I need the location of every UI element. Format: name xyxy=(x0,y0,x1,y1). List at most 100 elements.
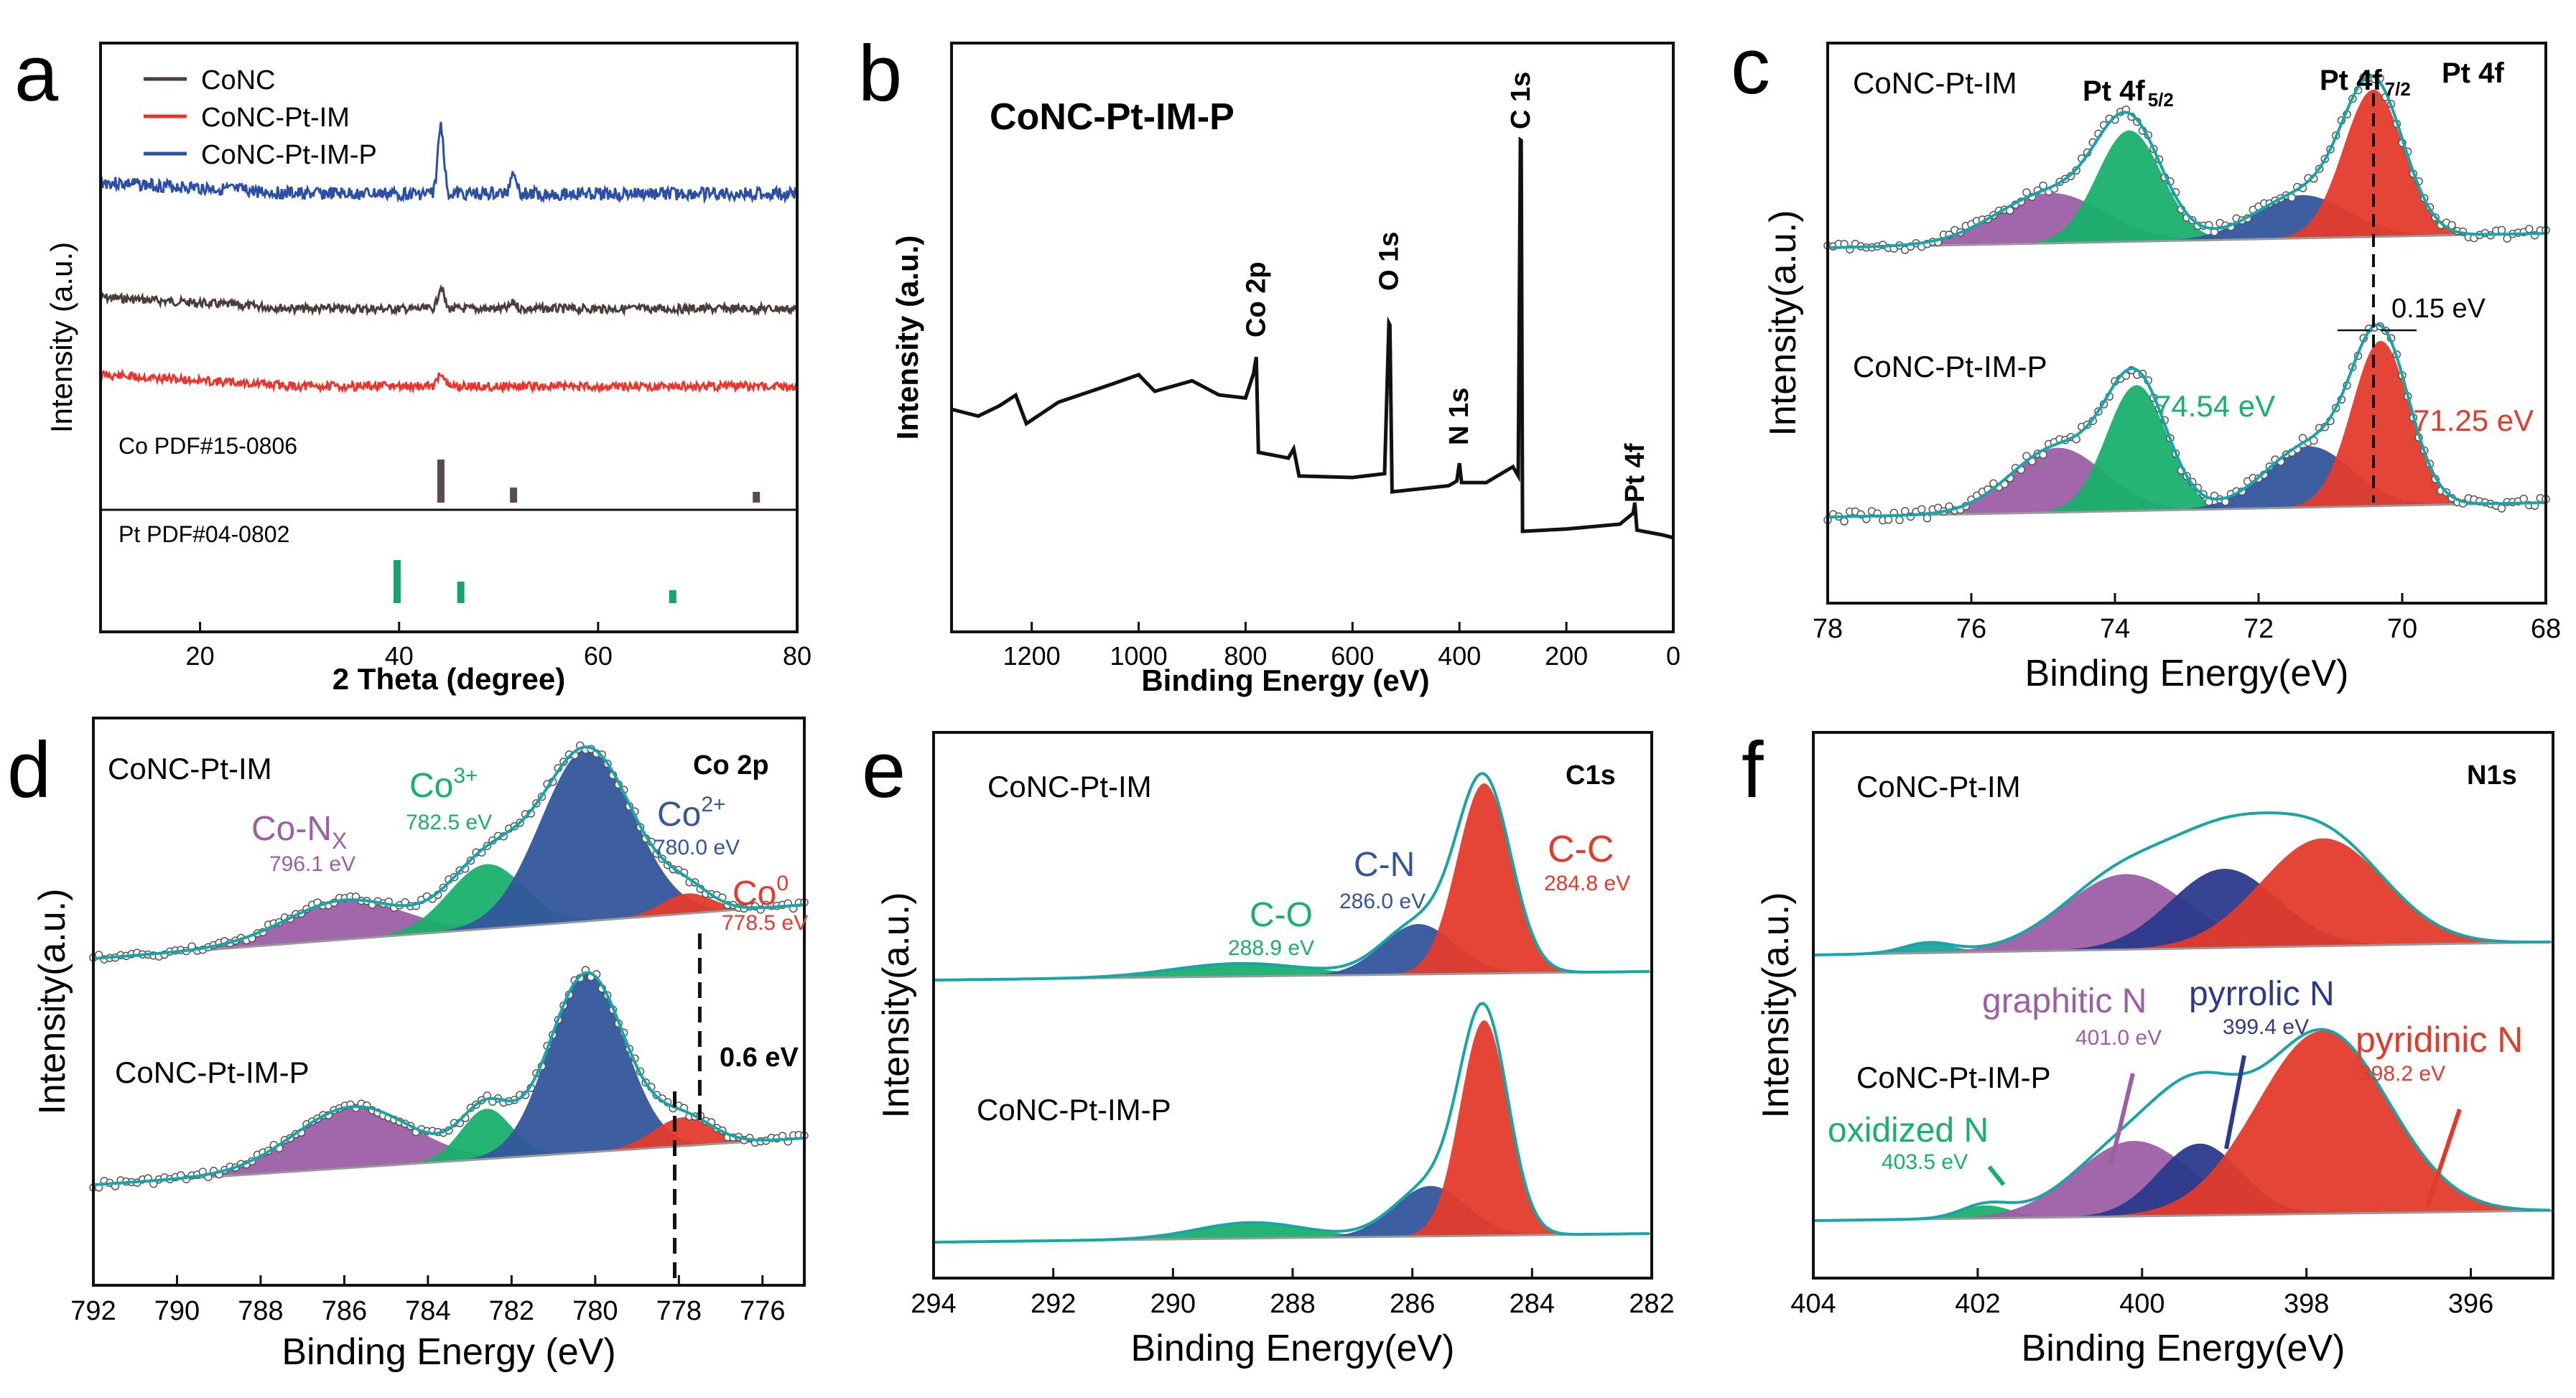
species-energy-graphitic: 401.0 eV xyxy=(2075,1026,2162,1050)
panel-f-envelope-0 xyxy=(1813,811,2550,956)
panel-b-annotations: Co 2p O 1s N 1s C 1s Pt 4f xyxy=(1241,72,1650,503)
panel-e-ticklabel-2: 290 xyxy=(1150,1289,1196,1319)
panel-e-frame xyxy=(932,731,1653,1280)
ref-bar-1-1 xyxy=(457,582,465,603)
panel-c-sample-top: CoNC-Pt-IM xyxy=(1853,66,2017,100)
panel-f: f CoNC-Pt-IM CoNC-Pt-IM-P N1s oxidized N… xyxy=(1742,726,2554,1369)
panel-c-point xyxy=(2497,225,2506,235)
panel-d-ticklabel-5: 782 xyxy=(489,1296,534,1326)
panel-d-ticklabel-3: 786 xyxy=(322,1296,367,1326)
species-energy-oxidized: 403.5 eV xyxy=(1882,1150,1968,1174)
panel-c-ticklabel-3: 72 xyxy=(2243,614,2274,644)
species-label-co: C-O xyxy=(1250,896,1313,934)
species-label-co0: Co0 xyxy=(733,872,789,913)
panel-f-ticklabel-0: 404 xyxy=(1790,1289,1836,1319)
ref-bar-0-0 xyxy=(437,460,445,503)
panel-f-envelope-1 xyxy=(1813,1027,2550,1222)
species-energy-cn: 286.0 eV xyxy=(1339,890,1426,913)
panel-c-ylabel: Intensity(a.u.) xyxy=(1762,210,1804,436)
panel-d-xlabel: Binding Energy (eV) xyxy=(282,1331,615,1373)
species-label-oxidized: oxidized N xyxy=(1828,1112,1989,1150)
panel-f-pointer-arrow-3 xyxy=(2425,1109,2462,1207)
species-energy-co2: 780.0 eV xyxy=(654,836,740,859)
panel-e-xticks: 294 292 290 288 286 284 282 xyxy=(911,1268,1675,1319)
panel-c-point xyxy=(1917,505,1926,513)
legend-label-im: CoNC-Pt-IM xyxy=(201,103,350,133)
species-label-graphitic: graphitic N xyxy=(1982,982,2147,1020)
panel-f-pointer-arrow-0 xyxy=(1987,1165,2006,1186)
panel-letter-d: d xyxy=(7,726,51,814)
panel-letter-e: e xyxy=(862,726,906,814)
panel-f-xlabel: Binding Energy(eV) xyxy=(2022,1328,2345,1369)
panel-d-ticklabel-2: 788 xyxy=(238,1296,283,1326)
panel-a: a CoNC CoNC-Pt-IM CoNC-Pt-IM-P Co PDF#15… xyxy=(14,29,812,696)
panel-a-ticklabel-0: 20 xyxy=(186,641,215,671)
panel-a-ticklabel-1: 40 xyxy=(385,641,414,671)
panel-c-comp-1-1 xyxy=(2040,385,2233,513)
panel-f-pointer-arrow-1 xyxy=(2109,1073,2135,1164)
panel-c-green-energy: 74.54 eV xyxy=(2154,389,2275,423)
panel-a-ticklabel-3: 80 xyxy=(783,641,812,671)
panel-c-sample-bottom: CoNC-Pt-IM-P xyxy=(1853,350,2047,383)
species-energy-co: 288.9 eV xyxy=(1228,936,1314,960)
ref-bar-1-0 xyxy=(393,560,401,603)
species-label-co2: Co2+ xyxy=(657,793,726,834)
panel-b-xticks: 1200 1000 800 600 400 200 0 xyxy=(1003,622,1680,671)
panel-c-envelope-0 xyxy=(1827,74,2547,249)
panel-c-fills xyxy=(1823,73,2550,526)
legend-label-imp: CoNC-Pt-IM-P xyxy=(201,140,377,170)
panel-f-fills xyxy=(1813,811,2554,1222)
survey-spectrum-line xyxy=(951,136,1674,540)
panel-e-comp-0-2 xyxy=(1398,783,1571,975)
panel-d-ticklabel-4: 784 xyxy=(405,1296,450,1326)
panel-letter-a: a xyxy=(14,29,59,118)
species-energy-co3: 782.5 eV xyxy=(406,811,492,834)
panel-e-ticklabel-3: 288 xyxy=(1270,1289,1315,1319)
panel-b-xlabel: Binding Energy (eV) xyxy=(1141,663,1429,697)
panel-d-ylabel: Intensity(a.u.) xyxy=(32,888,73,1114)
panel-c-ticklabel-0: 78 xyxy=(1813,614,1843,644)
panel-e-comp-1-2 xyxy=(1408,1020,1561,1237)
panel-b-title: CoNC-Pt-IM-P xyxy=(990,96,1234,138)
species-energy-con: 796.1 eV xyxy=(269,852,355,876)
panel-b: b CoNC-Pt-IM-P Co 2p O 1s N 1s C 1s Pt 4f 12… xyxy=(858,29,1680,697)
species-label-cc: C-C xyxy=(1548,829,1614,870)
panel-f-ticklabel-1: 402 xyxy=(1955,1289,2000,1319)
panel-d-envelope-1 xyxy=(93,971,805,1186)
panel-a-xlabel: 2 Theta (degree) xyxy=(333,662,565,696)
panel-e-envelope-1 xyxy=(934,1002,1650,1244)
panel-f-frame xyxy=(1812,731,2554,1280)
panel-c-baseline-1 xyxy=(1827,501,2547,518)
panel-a-ref-bars xyxy=(393,460,761,603)
species-energy-co0: 778.5 eV xyxy=(722,911,808,935)
species-energy-cc: 284.8 eV xyxy=(1544,872,1630,895)
panel-b-ticklabel-3: 600 xyxy=(1331,641,1374,671)
panel-a-ticklabel-2: 60 xyxy=(584,641,613,671)
panel-c-point xyxy=(1922,514,1932,523)
panel-d-fills xyxy=(89,741,809,1285)
panel-c-comp-0-1 xyxy=(2026,130,2233,244)
panel-d-frame xyxy=(92,717,806,1287)
panel-c-shift-label: 0.15 eV xyxy=(2391,294,2486,324)
panel-f-sample-bottom: CoNC-Pt-IM-P xyxy=(1856,1061,2051,1094)
ref-bar-0-2 xyxy=(753,492,761,503)
panel-letter-f: f xyxy=(1742,726,1764,814)
panel-b-ticklabel-4: 400 xyxy=(1438,641,1481,671)
species-label-cn: C-N xyxy=(1354,846,1415,884)
survey-peak-label-2: N 1s xyxy=(1444,388,1474,445)
ref-bar-1-2 xyxy=(669,590,676,603)
panel-e-ticklabel-6: 282 xyxy=(1629,1289,1674,1319)
survey-peak-label-4: Pt 4f xyxy=(1620,443,1650,503)
panel-c-frame xyxy=(1826,42,2547,605)
panel-f-comp-0-3 xyxy=(2125,838,2521,950)
xrd-series-0 xyxy=(99,121,799,205)
panel-c-ticklabel-2: 74 xyxy=(2100,614,2130,644)
panel-b-frame xyxy=(950,42,1675,633)
panel-c-red-energy: 71.25 eV xyxy=(2413,404,2534,437)
species-label-pyridinic: pyridinic N xyxy=(2356,1020,2523,1060)
panel-d-comp-0-3 xyxy=(607,893,768,920)
panel-b-ticklabel-0: 1200 xyxy=(1003,641,1061,671)
panel-a-legend: CoNC CoNC-Pt-IM CoNC-Pt-IM-P xyxy=(144,65,377,170)
panel-e-sample-bottom: CoNC-Pt-IM-P xyxy=(977,1093,1171,1127)
panel-c-title: Pt 4f xyxy=(2442,57,2504,89)
